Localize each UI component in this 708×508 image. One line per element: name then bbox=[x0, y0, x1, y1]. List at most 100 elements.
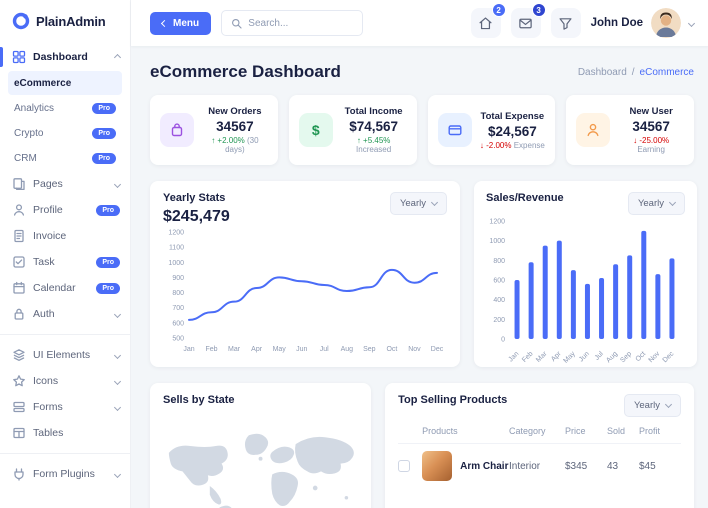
dropdown-label: Yearly bbox=[637, 198, 664, 209]
svg-text:Sep: Sep bbox=[363, 346, 376, 353]
delta-value: ↓ -2.00% bbox=[479, 140, 512, 150]
svg-text:200: 200 bbox=[493, 317, 505, 324]
sidebar-item-tables[interactable]: Tables bbox=[0, 420, 130, 446]
stat-text: Total Income $74,567 ↑ +5.45% Increased bbox=[341, 106, 407, 154]
card-title: Sales/Revenue bbox=[486, 192, 564, 204]
delta-note: (30 days) bbox=[225, 136, 259, 154]
svg-text:1100: 1100 bbox=[169, 245, 184, 252]
menu-toggle-button[interactable]: Menu bbox=[150, 11, 212, 35]
table-icon bbox=[13, 427, 25, 439]
grid-icon bbox=[12, 50, 26, 64]
sales-range-dropdown[interactable]: Yearly bbox=[627, 192, 685, 215]
search-input[interactable] bbox=[248, 17, 354, 29]
column-header-products[interactable]: Products bbox=[422, 426, 458, 436]
delta-note: Increased bbox=[356, 145, 392, 154]
sidebar-item-label: CRM bbox=[14, 152, 37, 164]
stat-title: Total Expense bbox=[480, 110, 545, 122]
pro-badge: Pro bbox=[96, 282, 120, 294]
delta-note: Expense bbox=[513, 140, 545, 150]
bottom-row: Sells by State bbox=[150, 383, 694, 508]
user-menu[interactable]: John Doe bbox=[591, 8, 696, 38]
sidebar-item-profile[interactable]: Profile Pro bbox=[0, 197, 130, 223]
sidebar-item-label: Tables bbox=[33, 427, 64, 439]
chevron-down-icon bbox=[664, 400, 673, 409]
svg-text:1200: 1200 bbox=[489, 219, 505, 226]
column-header-sold[interactable]: Sold bbox=[607, 426, 626, 436]
svg-text:May: May bbox=[562, 350, 577, 363]
sidebar-divider bbox=[0, 334, 130, 335]
sidebar-item-label: Dashboard bbox=[33, 51, 88, 63]
svg-text:600: 600 bbox=[172, 320, 184, 327]
card-head: Sales/Revenue Yearly bbox=[486, 192, 685, 215]
sidebar-item-crypto[interactable]: Crypto Pro bbox=[8, 121, 122, 145]
shopping-bag-icon bbox=[160, 113, 194, 147]
filter-button[interactable] bbox=[550, 8, 581, 38]
chevron-down-icon bbox=[113, 351, 122, 359]
delta-value: ↓ -25.00% bbox=[633, 136, 670, 145]
sidebar-item-label: Crypto bbox=[14, 127, 44, 139]
mail-icon bbox=[519, 18, 532, 28]
yearly-stats-line-chart[interactable]: 500 600 700 800 900 1000 1100 1200 Jan Feb Mar Apr M… bbox=[163, 226, 447, 354]
products-range-dropdown[interactable]: Yearly bbox=[623, 394, 681, 417]
home-notifications-button[interactable]: 2 bbox=[470, 3, 506, 38]
column-header-price[interactable]: Price bbox=[565, 426, 586, 436]
table-row[interactable]: Arm Chair Interior $345 43 $45 bbox=[398, 444, 681, 488]
breadcrumb-dashboard[interactable]: Dashboard bbox=[577, 66, 627, 78]
chevron-down-icon bbox=[113, 470, 122, 478]
breadcrumb-current[interactable]: eCommerce bbox=[639, 66, 694, 78]
sidebar-item-label: Calendar bbox=[33, 282, 76, 294]
sidebar-item-icons[interactable]: Icons bbox=[0, 368, 130, 394]
row-checkbox[interactable] bbox=[398, 460, 411, 472]
chevron-down-icon bbox=[113, 377, 122, 385]
sidebar-item-auth[interactable]: Auth bbox=[0, 301, 130, 327]
sidebar-item-ecommerce[interactable]: eCommerce bbox=[8, 71, 122, 95]
dollar-icon: $ bbox=[298, 113, 333, 147]
stat-title: New Orders bbox=[208, 106, 262, 117]
sales-revenue-bar-chart[interactable]: 0 200 400 600 800 1000 1200 Jan Feb Mar Apr May Jun J… bbox=[486, 215, 685, 365]
card-title: Top Selling Products bbox=[398, 394, 508, 406]
world-map[interactable]: Greenland bbox=[163, 412, 358, 508]
svg-text:600: 600 bbox=[493, 278, 505, 285]
svg-text:Aug: Aug bbox=[341, 346, 354, 353]
chevron-down-icon bbox=[113, 310, 122, 318]
pro-badge: Pro bbox=[92, 102, 116, 114]
header-spacer-cell bbox=[398, 426, 422, 436]
stat-title: Total Income bbox=[344, 106, 403, 117]
form-icon bbox=[13, 401, 25, 413]
sidebar-item-pages[interactable]: Pages bbox=[0, 171, 130, 197]
column-header-profit[interactable]: Profit bbox=[639, 426, 661, 436]
task-icon bbox=[13, 256, 25, 268]
sidebar-item-task[interactable]: Task Pro bbox=[0, 249, 130, 275]
column-header-category[interactable]: Category bbox=[509, 426, 546, 436]
sidebar-item-forms[interactable]: Forms bbox=[0, 394, 130, 420]
product-thumbnail bbox=[422, 451, 453, 481]
svg-text:400: 400 bbox=[493, 297, 505, 304]
sidebar-item-analytics[interactable]: Analytics Pro bbox=[8, 96, 122, 120]
stat-card-total-income: $ Total Income $74,567 ↑ +5.45% Increase… bbox=[288, 95, 417, 165]
sidebar-item-invoice[interactable]: Invoice bbox=[0, 223, 130, 249]
svg-text:800: 800 bbox=[172, 290, 184, 297]
sidebar-item-calendar[interactable]: Calendar Pro bbox=[0, 275, 130, 301]
pro-badge: Pro bbox=[96, 204, 120, 216]
chevron-up-icon bbox=[113, 53, 122, 61]
sidebar-item-dashboard[interactable]: Dashboard bbox=[0, 44, 130, 70]
stat-text: New Orders 34567 ↑ +2.00% (30 days) bbox=[202, 106, 268, 154]
notification-badge: 2 bbox=[491, 3, 506, 17]
top-header: Menu 2 3 bbox=[131, 0, 708, 46]
svg-text:Mar: Mar bbox=[228, 346, 241, 353]
sidebar-item-label: UI Elements bbox=[33, 349, 91, 361]
delta-note: Earning bbox=[637, 145, 665, 154]
messages-button[interactable]: 3 bbox=[510, 3, 546, 38]
sidebar-item-ui-elements[interactable]: UI Elements bbox=[0, 342, 130, 368]
sells-by-state-card: Sells by State bbox=[150, 383, 372, 508]
product-name: Arm Chair bbox=[460, 460, 509, 472]
sidebar-item-form-plugins[interactable]: Form Plugins bbox=[0, 461, 130, 487]
credit-card-icon bbox=[437, 113, 472, 147]
breadcrumb-separator: / bbox=[631, 66, 635, 78]
yearly-range-dropdown[interactable]: Yearly bbox=[389, 192, 447, 215]
sidebar-item-label: Auth bbox=[33, 308, 55, 320]
chevron-down-icon bbox=[113, 180, 122, 188]
logo[interactable]: PlainAdmin bbox=[0, 0, 130, 42]
sidebar-item-label: eCommerce bbox=[14, 77, 72, 89]
sidebar-item-crm[interactable]: CRM Pro bbox=[8, 146, 122, 170]
